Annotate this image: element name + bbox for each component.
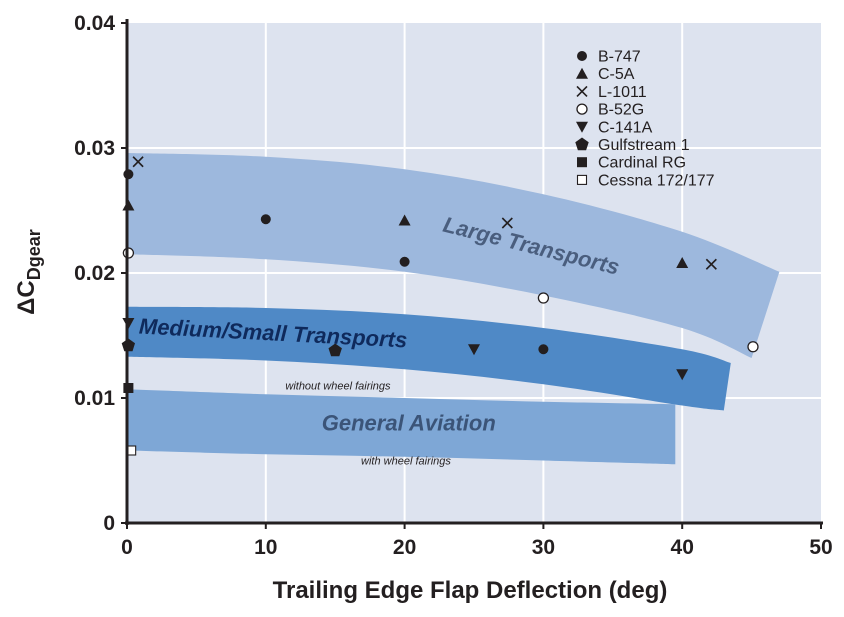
y-axis-title-main: ΔC <box>13 280 40 315</box>
y-tick-label: 0 <box>103 512 115 535</box>
point-b-747 <box>260 214 271 225</box>
x-tick-label: 10 <box>254 536 277 559</box>
point-l-1011 <box>705 258 717 270</box>
point-l-1011 <box>501 217 513 229</box>
y-tick-label: 0.02 <box>74 262 115 285</box>
legend-label-b-747: B-747 <box>598 49 641 66</box>
y-tick-label: 0.04 <box>74 12 115 35</box>
x-tick-label: 0 <box>121 536 133 559</box>
legend-label-cessna-172-177: Cessna 172/177 <box>598 172 715 189</box>
band-large-transports <box>127 153 780 358</box>
legend-label-c-141a: C-141A <box>598 119 653 136</box>
legend-label-b-52g: B-52G <box>598 102 644 119</box>
legend-marker-cardinal-rg <box>577 157 587 168</box>
y-tick-label: 0.03 <box>74 137 115 160</box>
x-tick-label: 50 <box>809 536 832 559</box>
x-tick-label: 20 <box>393 536 416 559</box>
point-c-141a <box>468 344 480 356</box>
legend-marker-cessna-172-177 <box>576 174 588 185</box>
legend-marker-l-1011 <box>576 85 588 97</box>
x-tick-label: 30 <box>532 536 555 559</box>
y-tick-label: 0.01 <box>74 387 115 410</box>
legend-marker-gulfstream-1 <box>575 137 589 151</box>
x-axis-title: Trailing Edge Flap Deflection (deg) <box>273 577 668 604</box>
legend-marker-b-52g <box>576 103 588 115</box>
point-c-5a <box>398 214 411 226</box>
legend-marker-b-747 <box>577 51 587 61</box>
band-medium-small-transports <box>127 306 731 411</box>
legend-label-l-1011: L-1011 <box>598 84 647 101</box>
point-b-52g <box>747 341 759 353</box>
point-c-141a <box>676 369 689 381</box>
legend-label-cardinal-rg: Cardinal RG <box>598 155 686 172</box>
annotation: with wheel fairings <box>361 455 451 467</box>
point-b-52g <box>537 292 550 304</box>
legend-marker-c-141a <box>576 121 588 133</box>
x-tick-label: 40 <box>671 536 694 559</box>
point-b-747 <box>538 344 549 355</box>
point-c-5a <box>676 257 689 268</box>
band-label: General Aviation <box>322 411 496 436</box>
legend-label-gulfstream-1: Gulfstream 1 <box>598 137 690 154</box>
point-l-1011 <box>132 156 144 168</box>
annotation: without wheel fairings <box>285 380 391 392</box>
point-gulfstream-1 <box>328 343 342 357</box>
y-axis-title: ΔCDgear <box>13 229 44 315</box>
y-axis-title-subscript: Dgear <box>24 229 44 280</box>
legend-label-c-5a: C-5A <box>598 66 635 83</box>
band-general-aviation <box>127 389 676 465</box>
legend-marker-c-5a <box>576 67 588 79</box>
point-b-747 <box>399 256 410 267</box>
